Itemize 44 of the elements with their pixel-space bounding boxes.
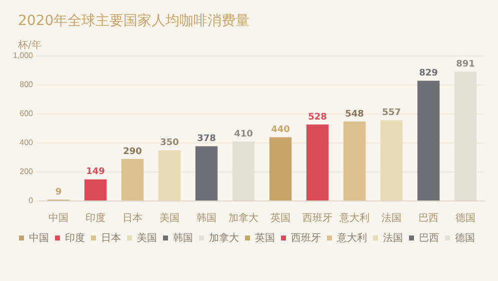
data-label: 557: [382, 108, 401, 118]
data-label: 9: [55, 188, 62, 198]
y-tick-label: 400: [20, 138, 34, 148]
legend-label: 德国: [455, 232, 475, 244]
legend-label: 加拿大: [209, 232, 239, 244]
data-label: 378: [197, 134, 216, 144]
x-tick-label: 美国: [160, 212, 180, 224]
legend-label: 日本: [101, 232, 121, 244]
y-tick-label: 600: [20, 109, 34, 118]
x-tick-label: 德国: [456, 212, 476, 224]
x-tick-label: 日本: [122, 212, 143, 224]
data-label: 829: [419, 68, 438, 79]
y-axis-title: 杯/年: [18, 38, 42, 52]
chart-title: 2020年全球主要国家人均咖啡消费量: [18, 12, 250, 30]
x-tick-label: 西班牙: [302, 212, 333, 224]
legend-label: 巴西: [419, 232, 439, 244]
x-tick-label: 英国: [270, 212, 291, 224]
x-tick-label: 意大利: [338, 212, 370, 224]
x-tick-label: 印度: [86, 212, 106, 224]
data-label: 290: [123, 146, 142, 157]
legend-label: 英国: [255, 232, 275, 244]
y-tick-label: 200: [20, 167, 34, 176]
x-tick-label: 巴西: [418, 212, 438, 224]
legend-label: 印度: [65, 232, 85, 244]
data-label: 528: [308, 112, 327, 122]
y-tick-label: 800: [20, 80, 34, 90]
data-label: 410: [234, 129, 253, 140]
legend-label: 美国: [137, 232, 157, 244]
data-label: 350: [160, 138, 179, 148]
data-label: 149: [86, 167, 105, 178]
legend-label: 中国: [29, 232, 49, 244]
legend-label: 法国: [383, 232, 403, 244]
y-tick-label: 1,000: [12, 51, 34, 60]
x-tick-label: 加拿大: [228, 212, 259, 224]
x-tick-label: 韩国: [196, 212, 217, 224]
legend-label: 韩国: [173, 232, 193, 244]
legend-label: 意大利: [336, 232, 367, 244]
data-label: 891: [456, 60, 475, 70]
y-tick-label: 0: [28, 196, 34, 206]
x-tick-label: 中国: [48, 212, 69, 224]
legend-label: 西班牙: [291, 232, 321, 244]
data-label: 440: [271, 125, 290, 136]
data-label: 548: [345, 109, 364, 120]
x-tick-label: 法国: [382, 212, 402, 224]
